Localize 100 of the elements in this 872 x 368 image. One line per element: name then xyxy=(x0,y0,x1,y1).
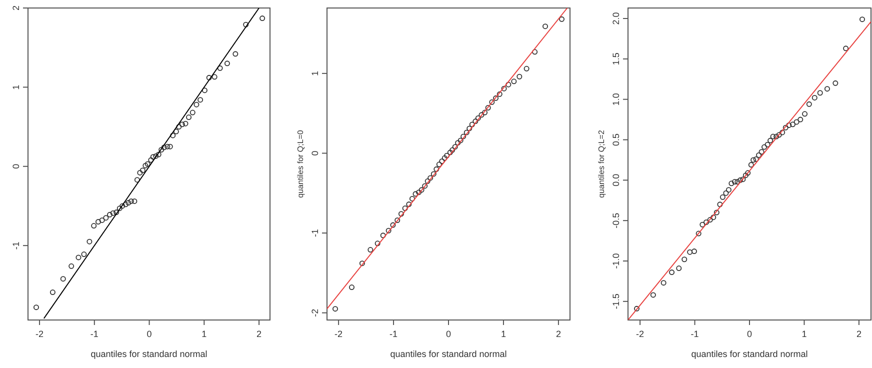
point xyxy=(782,124,788,130)
point xyxy=(812,94,818,100)
y-tick-label: -1.5 xyxy=(611,294,621,310)
point xyxy=(758,149,764,155)
point xyxy=(232,51,238,57)
y-tick-label: 0.5 xyxy=(611,133,621,146)
point xyxy=(859,16,865,22)
x-axis-title: quantiles for standard normal xyxy=(390,349,507,359)
y-axis-title: quantiles for Q;L=2 xyxy=(597,130,606,198)
point xyxy=(501,86,507,92)
point xyxy=(424,178,430,184)
point xyxy=(436,162,442,168)
point xyxy=(390,222,396,228)
point xyxy=(243,22,249,28)
x-tick-label: -1 xyxy=(390,329,398,339)
point xyxy=(116,206,122,212)
point xyxy=(542,24,548,30)
point xyxy=(660,280,666,286)
point xyxy=(469,122,475,128)
point xyxy=(132,198,138,204)
point xyxy=(95,219,101,225)
y-tick-label: 0.0 xyxy=(611,174,621,186)
y-axis-title: quantiles for Q;L=0 xyxy=(296,130,305,198)
point xyxy=(76,254,82,260)
point xyxy=(260,16,266,22)
point xyxy=(723,190,729,196)
point xyxy=(687,249,693,255)
point xyxy=(416,190,422,196)
point xyxy=(114,210,120,216)
point xyxy=(774,134,780,140)
point xyxy=(198,97,204,103)
point xyxy=(790,122,796,128)
point xyxy=(103,215,109,221)
x-tick-label: 0 xyxy=(746,329,752,339)
x-tick-label: 0 xyxy=(146,329,152,339)
x-tick-label: -2 xyxy=(636,329,644,339)
y-tick-label: 0 xyxy=(310,150,320,156)
point xyxy=(798,116,804,122)
point xyxy=(511,78,517,84)
point xyxy=(464,130,470,136)
point xyxy=(493,95,499,101)
point xyxy=(762,144,768,150)
point xyxy=(439,158,445,164)
point xyxy=(676,266,682,272)
x-tick-label: 1 xyxy=(202,329,207,339)
point xyxy=(700,222,706,228)
point xyxy=(780,130,786,136)
point xyxy=(422,183,428,189)
point xyxy=(409,196,415,202)
point xyxy=(212,74,218,80)
point xyxy=(458,138,464,144)
y-tick-label: 2 xyxy=(11,5,21,11)
x-tick-label: 2 xyxy=(856,329,862,339)
point xyxy=(156,152,162,158)
point xyxy=(68,263,74,269)
point xyxy=(786,122,792,128)
point xyxy=(122,202,128,208)
point xyxy=(696,230,702,236)
point xyxy=(707,217,713,223)
x-tick-label: -2 xyxy=(334,329,343,339)
point xyxy=(524,66,530,72)
point xyxy=(206,74,212,80)
x-tick-label: 0 xyxy=(446,329,452,339)
point xyxy=(682,256,688,262)
point xyxy=(776,132,782,138)
point xyxy=(472,118,478,124)
point xyxy=(434,166,440,172)
point xyxy=(170,132,176,138)
point xyxy=(770,134,776,140)
point xyxy=(120,203,126,209)
point xyxy=(217,65,223,71)
point xyxy=(482,110,488,116)
point xyxy=(81,252,87,258)
x-axis-title: quantiles for standard normal xyxy=(691,349,808,359)
point xyxy=(128,198,134,204)
point xyxy=(412,191,418,197)
point xyxy=(428,175,434,181)
y-tick-label: -2 xyxy=(310,308,320,317)
point xyxy=(634,306,640,312)
point xyxy=(460,134,466,140)
point xyxy=(110,210,116,216)
point xyxy=(190,110,196,116)
point xyxy=(186,114,192,120)
y-tick-label: 1 xyxy=(310,70,320,76)
x-axis-title: quantiles for standard normal xyxy=(90,349,208,359)
point xyxy=(737,177,743,183)
point xyxy=(485,104,491,110)
point xyxy=(202,88,208,94)
point xyxy=(843,46,849,52)
point xyxy=(179,122,185,128)
point xyxy=(142,162,148,168)
point xyxy=(176,124,182,130)
point xyxy=(559,16,565,22)
point xyxy=(714,210,720,216)
point xyxy=(794,119,800,125)
point xyxy=(418,187,424,193)
y-tick-label: -1 xyxy=(11,242,21,250)
point xyxy=(728,180,734,186)
point xyxy=(107,212,113,218)
point xyxy=(768,138,774,144)
